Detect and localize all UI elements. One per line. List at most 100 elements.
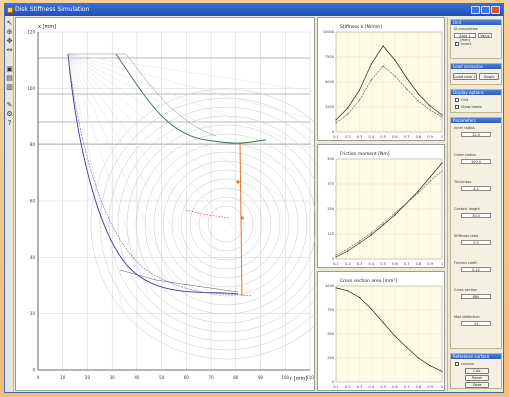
reference-group: Reference surface contour Calc Reset Sav… [450, 353, 502, 389]
x-tick-label: 30 [110, 375, 116, 380]
parameters-group: Parameters Inner radius 12.0 Outer radius 1… [450, 117, 502, 349]
series-line [335, 65, 443, 124]
y-tick-label: 5000 [325, 80, 334, 84]
y-tick-label: 375 [327, 182, 334, 186]
unit-field-area[interactable]: Area 1 [mm] [454, 33, 476, 42]
chart-title: Cross section area [mm²] [340, 278, 397, 284]
parameter-field[interactable]: 0.5 [461, 240, 491, 245]
x-tick-label: 0.5 [380, 385, 386, 389]
x-tick-label: 110 [306, 375, 314, 380]
load-group: Load scenarios Load case 1 Single [450, 63, 502, 85]
fan-line [67, 53, 203, 278]
x-tick-label: 100 [281, 375, 289, 380]
lower-profile-dashed [67, 53, 253, 297]
minimize-button[interactable] [471, 6, 480, 14]
labels-label: Show labels [461, 105, 482, 109]
reset-button[interactable]: Reset [465, 375, 489, 381]
y-axis-label: x [mm] [38, 24, 56, 30]
x-tick-label: 0.1 [333, 262, 339, 266]
stiffness-chart[interactable]: Stiffness k [N/mm] 0 2500 5000 7500 10000 0.1 0… [317, 17, 445, 141]
fan-line [67, 53, 285, 199]
maximize-button[interactable] [481, 6, 490, 14]
fan-line [67, 53, 316, 121]
parameter-field[interactable]: 0.12 [461, 267, 491, 272]
fan-line [67, 53, 267, 222]
parameter-label: Outer radius [454, 153, 476, 157]
x-tick-label: 0 [37, 375, 40, 380]
data-point [358, 240, 361, 242]
load-case-button[interactable]: Load case 1 [453, 73, 477, 80]
measure-icon[interactable]: ↔ [6, 46, 13, 54]
single-button[interactable]: Single [479, 73, 499, 80]
fan-line [67, 53, 177, 291]
contact-circle [171, 169, 281, 279]
labels-checkbox[interactable] [455, 105, 459, 109]
unit-option[interactable]: SI-convention [454, 27, 478, 31]
x-tick-label: 1 [441, 135, 443, 139]
parameter-field[interactable]: 12.0 [461, 132, 491, 137]
parameter-field[interactable]: 41 [461, 321, 491, 326]
data-point [441, 370, 443, 373]
grid-checkbox[interactable] [455, 98, 459, 102]
pointer-icon[interactable]: ↖ [6, 19, 13, 27]
print-icon[interactable]: ▥ [6, 83, 13, 91]
y-tick-label: 250 [327, 207, 334, 211]
contact-circle [189, 187, 263, 261]
contour-checkbox[interactable] [455, 362, 459, 366]
data-point [417, 100, 420, 102]
open-icon[interactable]: ▣ [6, 65, 13, 73]
parameter-field[interactable]: 4.2 [461, 186, 491, 191]
pan-icon[interactable]: ✥ [6, 37, 13, 45]
calc-button[interactable]: Calc [465, 368, 489, 374]
x-tick-label: 0.9 [427, 135, 433, 139]
data-point [382, 224, 384, 226]
unit-field-value[interactable]: Value [478, 33, 492, 38]
help-icon[interactable]: ? [7, 119, 12, 127]
x-tick-label: 0.3 [357, 135, 363, 139]
title-bar[interactable]: Disk Stiffness Simulation [5, 4, 503, 16]
settings-icon[interactable]: ⚙ [6, 110, 13, 118]
zoom-icon[interactable]: ⊕ [6, 28, 13, 36]
friction-chart[interactable]: Friction moment [Nm] 0 125 250 375 500 0.1 0.2 0… [317, 144, 445, 268]
data-point [382, 321, 384, 324]
series-line [335, 170, 443, 256]
save-icon[interactable]: ▤ [6, 74, 13, 82]
data-point [335, 256, 337, 258]
x-tick-label: 0.4 [369, 385, 375, 389]
friction-chart-canvas: Friction moment [Nm] 0 125 250 375 500 0.1 0.2 0… [327, 151, 443, 266]
parameter-field[interactable]: 860 [461, 294, 491, 299]
data-point [335, 122, 337, 124]
fan-line [67, 53, 311, 149]
parameter-label: Friction coeff. [454, 261, 478, 265]
contact-circles [67, 53, 316, 360]
edit-icon[interactable]: ✎ [6, 101, 13, 109]
area-chart[interactable]: Cross section area [mm²] 0 250 500 750 1000 0.… [317, 271, 445, 391]
x-tick-label: 1 [441, 385, 443, 389]
x-tick-label: 80 [233, 375, 239, 380]
parameter-field[interactable]: 100.0 [461, 159, 491, 164]
display-group-header: Display options [451, 90, 501, 95]
invert-checkbox[interactable] [455, 42, 459, 46]
data-point [358, 242, 361, 244]
y-tick-label: 10000 [323, 30, 334, 34]
grid-label: Grid [461, 98, 469, 102]
app-window: Disk Stiffness Simulation ↖ ⊕ ✥ ↔ ▣ ▤ ▥ … [4, 3, 504, 393]
unit-group: Unit SI-convention Area 1 [mm] Value inv… [450, 19, 502, 59]
data-point [382, 222, 384, 224]
chart-title: Stiffness k [N/mm] [340, 24, 382, 30]
close-button[interactable] [491, 6, 500, 14]
window-title: Disk Stiffness Simulation [15, 6, 90, 13]
data-point [335, 119, 337, 121]
plot-grid [37, 31, 311, 371]
series-line [335, 287, 443, 372]
x-tick-label: 0.7 [404, 385, 410, 389]
geometry-plot[interactable]: x [mm] r [mm] 120 100 80 60 40 20 0 0 10 20 30 40 5… [15, 17, 316, 392]
geometry-plot-canvas[interactable]: x [mm] r [mm] 120 100 80 60 40 20 0 0 10 20 30 40 5… [16, 18, 316, 392]
data-point [335, 287, 337, 289]
parameter-field[interactable]: 30.0 [461, 213, 491, 218]
data-point [382, 65, 384, 67]
x-tick-label: 0.6 [392, 385, 398, 389]
save-button[interactable]: Save [465, 382, 489, 388]
x-tick-label: 0.3 [357, 262, 363, 266]
x-tick-label: 90 [258, 375, 264, 380]
